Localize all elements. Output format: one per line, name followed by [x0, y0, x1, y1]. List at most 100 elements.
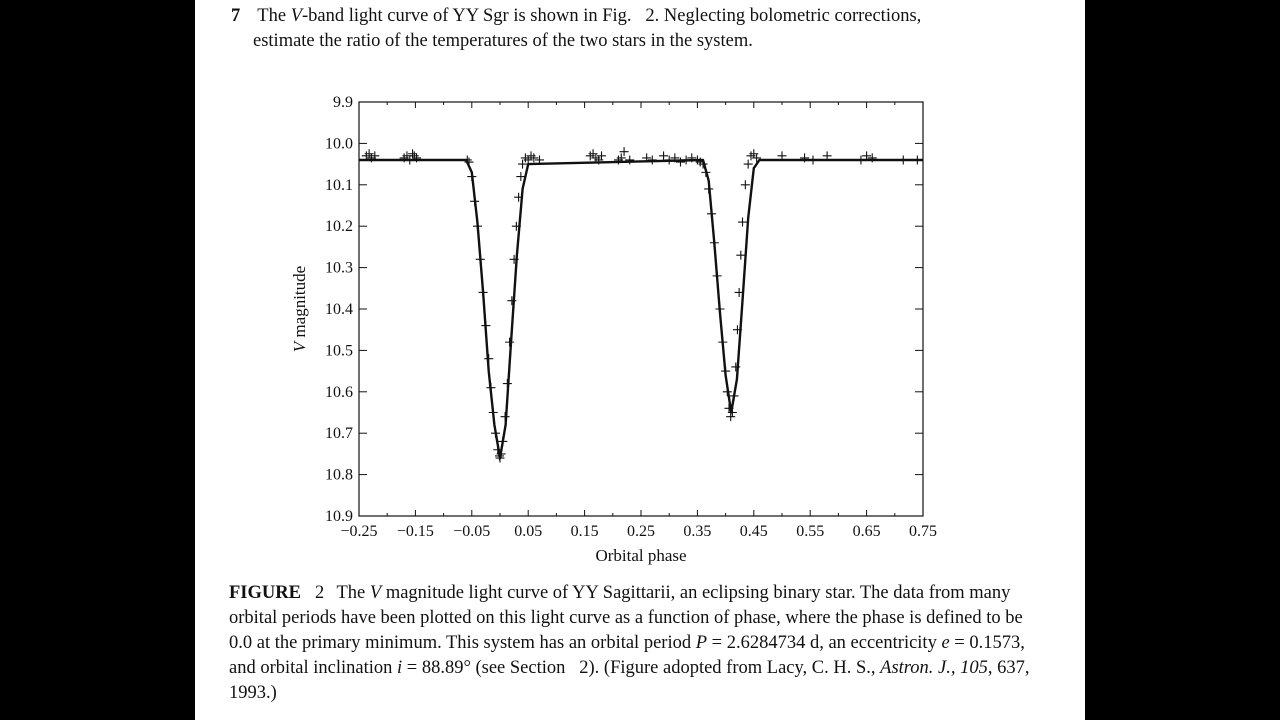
x-tick-labels: −0.25 −0.15 −0.05 0.05 0.15 0.25 0.35 0.45 0.55 0… — [340, 523, 937, 540]
data-point-marker — [619, 147, 629, 157]
y-axis-label-italic: V — [290, 339, 309, 352]
data-point-marker — [731, 362, 741, 372]
data-point-marker — [597, 151, 607, 161]
data-point-marker — [822, 151, 832, 161]
data-point-marker — [478, 287, 488, 297]
data-point-marker — [642, 153, 652, 163]
data-point-marker — [727, 408, 737, 417]
y-tick-label: 10.9 — [325, 508, 353, 525]
data-point-marker — [412, 153, 422, 163]
caption-seg10: Astron. J., 105 — [880, 658, 988, 678]
problem-line-2: estimate the ratio of the temperatures o… — [253, 31, 753, 51]
y-tick-label: 10.1 — [325, 177, 353, 194]
caption-seg6: e — [941, 633, 950, 653]
data-point-marker — [511, 221, 521, 231]
data-point-marker — [912, 155, 922, 165]
data-point-marker — [681, 155, 691, 165]
problem-text-italic-v: V — [290, 6, 302, 26]
caption-seg9: = 88.89° (see Section 2). (Figure adopte… — [402, 658, 881, 678]
data-point-marker — [505, 337, 515, 347]
data-point-marker — [364, 149, 374, 159]
data-point-marker — [481, 321, 491, 331]
x-tick-label: 0.25 — [627, 523, 655, 540]
data-point-marker — [729, 391, 739, 401]
data-point-marker — [898, 155, 908, 165]
problem-text-part2: -band light curve of YY Sgr is shown in … — [302, 6, 922, 26]
caption-seg11: , 637, 1993.) — [229, 658, 1030, 703]
x-tick-label: 0.75 — [909, 523, 937, 540]
fit-curve-line — [359, 158, 923, 460]
data-point-marker — [712, 271, 722, 281]
axis-ticks — [358, 101, 924, 517]
data-point-marker — [670, 153, 680, 163]
data-point-marker — [867, 153, 877, 163]
data-point-marker — [484, 354, 494, 364]
figure-number: 2 — [314, 583, 325, 603]
data-point-marker — [659, 151, 669, 161]
data-point-marker — [698, 159, 708, 169]
data-point-marker — [701, 167, 711, 177]
y-tick-label: 10.6 — [325, 384, 353, 401]
data-point-marker — [408, 149, 418, 159]
y-axis-label: V magnitude — [290, 266, 309, 352]
data-point-marker — [625, 155, 635, 165]
data-point-marker — [464, 157, 474, 167]
data-point-marker — [647, 155, 657, 165]
figure-caption: FIGURE 2 The V magnitude light curve of Y… — [229, 581, 1041, 706]
light-curve-chart: −0.25 −0.15 −0.05 0.05 0.15 0.25 0.35 0.45 0.55 0… — [275, 85, 955, 575]
data-point-marker — [664, 155, 674, 165]
data-points-group — [361, 147, 922, 463]
caption-seg2: V — [369, 583, 382, 603]
data-point-marker — [800, 153, 810, 163]
y-tick-label: 10.5 — [325, 342, 353, 359]
y-tick-label: 10.7 — [325, 425, 353, 442]
data-point-marker — [500, 412, 510, 422]
x-tick-label: −0.15 — [397, 523, 434, 540]
x-tick-label: 0.35 — [683, 523, 711, 540]
y-tick-label: 10.4 — [325, 301, 353, 318]
caption-seg4: P — [695, 633, 708, 653]
plot-frame — [358, 101, 924, 517]
data-point-marker — [732, 325, 742, 335]
data-point-marker — [722, 387, 732, 397]
chart-svg: −0.25 −0.15 −0.05 0.05 0.15 0.25 0.35 0.45 0.55 0… — [290, 94, 937, 565]
data-point-marker — [616, 153, 626, 163]
problem-text-part1: The — [257, 6, 287, 26]
data-point-marker — [490, 428, 500, 438]
data-point-marker — [467, 172, 477, 182]
data-point-marker — [709, 238, 719, 248]
data-point-marker — [496, 449, 506, 459]
data-point-marker — [740, 180, 750, 190]
x-axis-label: Orbital phase — [595, 546, 686, 565]
data-point-marker — [502, 379, 512, 389]
caption-seg1: The — [336, 583, 370, 603]
data-point-marker — [486, 383, 496, 393]
y-tick-label: 10.2 — [325, 218, 353, 235]
caption-seg3: magnitude light curve of YY Sagittarii, … — [229, 583, 1023, 653]
y-tick-label: 10.8 — [325, 467, 353, 484]
problem-line-1: 7 The V-band light curve of YY Sgr is sh… — [231, 4, 1031, 29]
data-point-marker — [514, 192, 524, 202]
data-point-marker — [409, 151, 419, 161]
data-point-marker — [498, 436, 508, 446]
data-point-marker — [707, 209, 716, 219]
x-tick-label: 0.15 — [571, 523, 599, 540]
y-tick-label: 9.9 — [333, 94, 353, 111]
x-tick-label: −0.05 — [453, 523, 490, 540]
figure-label: FIGURE — [229, 583, 301, 603]
data-point-marker — [777, 151, 787, 161]
caption-seg8: i — [397, 658, 403, 678]
data-point-marker — [529, 153, 539, 163]
data-point-marker — [495, 453, 505, 463]
y-tick-label: 10.3 — [325, 260, 353, 277]
y-tick-label: 10.0 — [325, 135, 353, 152]
data-point-marker — [370, 151, 380, 161]
data-point-marker — [675, 157, 685, 167]
data-point-marker — [856, 155, 866, 165]
problem-number: 7 — [231, 6, 241, 26]
data-point-marker — [862, 151, 872, 161]
data-point-marker — [718, 337, 728, 347]
x-tick-label: 0.05 — [514, 523, 542, 540]
data-point-marker — [715, 304, 725, 314]
data-point-marker — [687, 153, 697, 163]
